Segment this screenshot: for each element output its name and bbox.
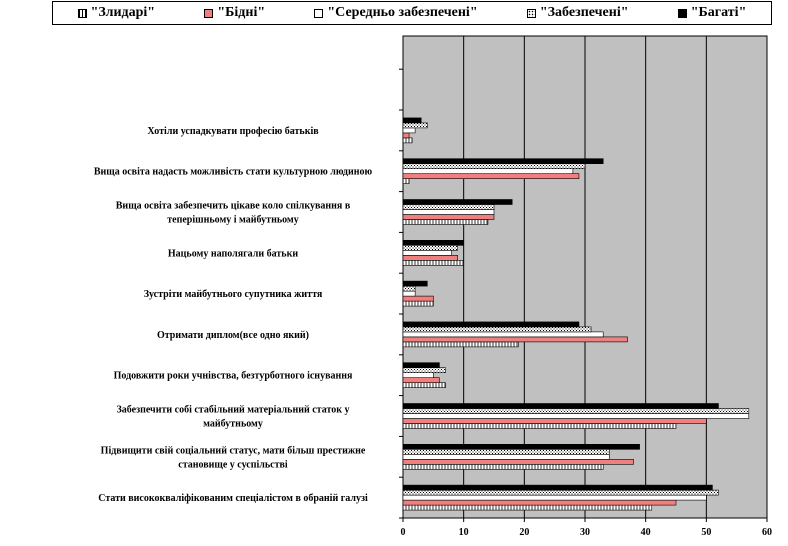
chart-legend: "Злидарі" "Бідні" "Середньо забезпечені" "З… bbox=[52, 1, 772, 25]
x-tick-label: 30 bbox=[580, 527, 590, 538]
bar bbox=[402, 377, 440, 384]
category-label: Вища освіта надасть можливість стати кул… bbox=[94, 167, 373, 178]
bar bbox=[402, 117, 422, 124]
bar bbox=[402, 158, 604, 164]
category-label: Хотіли успадкувати професію батьків bbox=[147, 126, 319, 137]
bar bbox=[402, 173, 580, 179]
bar bbox=[402, 484, 713, 491]
x-tick-label: 40 bbox=[641, 527, 651, 538]
bar bbox=[402, 127, 416, 134]
legend-swatch bbox=[677, 8, 687, 18]
legend-label: "Бідні" bbox=[217, 5, 266, 20]
bar bbox=[402, 132, 410, 139]
bar bbox=[402, 331, 604, 338]
bar bbox=[402, 321, 580, 328]
bar bbox=[402, 423, 677, 429]
bar bbox=[402, 199, 513, 205]
bar bbox=[402, 259, 464, 266]
legend-swatch bbox=[314, 8, 324, 18]
bar bbox=[402, 214, 495, 220]
bar bbox=[402, 448, 610, 455]
legend-label: "Середньо забезпечені" bbox=[327, 5, 478, 20]
category-label: Отримати диплом(все одно який) bbox=[157, 330, 309, 341]
legend-swatch bbox=[77, 8, 87, 18]
legend-item: "Бідні" bbox=[204, 5, 265, 21]
bar bbox=[402, 300, 434, 307]
category-label: Стати висококваліфікованим спеціалістом … bbox=[98, 493, 368, 504]
bar bbox=[402, 285, 416, 292]
category-label: становище у суспільстві bbox=[178, 459, 288, 470]
category-label: Подовжити роки учнівства, безтурботного … bbox=[114, 371, 353, 382]
legend-swatch bbox=[526, 8, 536, 18]
bar bbox=[402, 504, 653, 511]
bar bbox=[402, 209, 495, 215]
bar bbox=[402, 458, 634, 465]
category-label: Вища освіта забезпечить цікаве коло спіл… bbox=[116, 201, 351, 212]
bar bbox=[402, 250, 452, 256]
bar bbox=[402, 418, 707, 424]
bar bbox=[402, 443, 640, 450]
bar bbox=[402, 122, 428, 129]
bar bbox=[402, 403, 719, 409]
bar bbox=[402, 489, 719, 496]
bar bbox=[402, 168, 574, 174]
bar bbox=[402, 245, 458, 251]
bar bbox=[402, 367, 446, 374]
legend-swatch bbox=[204, 8, 214, 18]
bar bbox=[402, 280, 428, 287]
bar bbox=[402, 494, 707, 501]
legend-item: "Середньо забезпечені" bbox=[314, 5, 478, 21]
x-tick-label: 0 bbox=[401, 527, 406, 538]
x-tick-label: 60 bbox=[762, 527, 772, 538]
x-tick-label: 20 bbox=[519, 527, 529, 538]
bar bbox=[402, 499, 677, 506]
bar bbox=[402, 295, 434, 302]
category-label: Забезпечити собі стабільний матеріальний… bbox=[117, 405, 350, 416]
bar bbox=[402, 178, 410, 184]
legend-item: "Злидарі" bbox=[77, 5, 156, 21]
category-label: теперішньому і майбутньому bbox=[167, 215, 299, 226]
bar bbox=[402, 463, 604, 470]
category-label: Підвищити свій соціальний статус, мати б… bbox=[101, 445, 366, 456]
bar bbox=[402, 408, 750, 414]
bar bbox=[402, 240, 464, 246]
bar bbox=[402, 219, 489, 225]
bar bbox=[402, 362, 440, 369]
category-label: Нацьому наполягали батьки bbox=[168, 248, 298, 259]
bar bbox=[402, 413, 750, 419]
bar bbox=[402, 326, 592, 333]
bar bbox=[402, 372, 434, 379]
legend-item: "Забезпечені" bbox=[526, 5, 629, 21]
category-label: Зустріти майбутнього супутника життя bbox=[144, 289, 323, 300]
bar bbox=[402, 255, 458, 261]
bar bbox=[402, 382, 446, 389]
legend-label: "Злидарі" bbox=[90, 5, 156, 20]
bar bbox=[402, 163, 586, 169]
bar bbox=[402, 336, 628, 343]
legend-item: "Багаті" bbox=[677, 5, 747, 21]
bar bbox=[402, 453, 610, 460]
category-label: майбутньому bbox=[203, 419, 263, 430]
legend-label: "Забезпечені" bbox=[539, 5, 629, 20]
bar bbox=[402, 290, 416, 297]
bar bbox=[402, 204, 495, 210]
x-tick-label: 50 bbox=[701, 527, 711, 538]
legend-label: "Багаті" bbox=[690, 5, 747, 20]
bar bbox=[402, 341, 519, 348]
bar bbox=[402, 137, 413, 144]
x-tick-label: 10 bbox=[459, 527, 469, 538]
